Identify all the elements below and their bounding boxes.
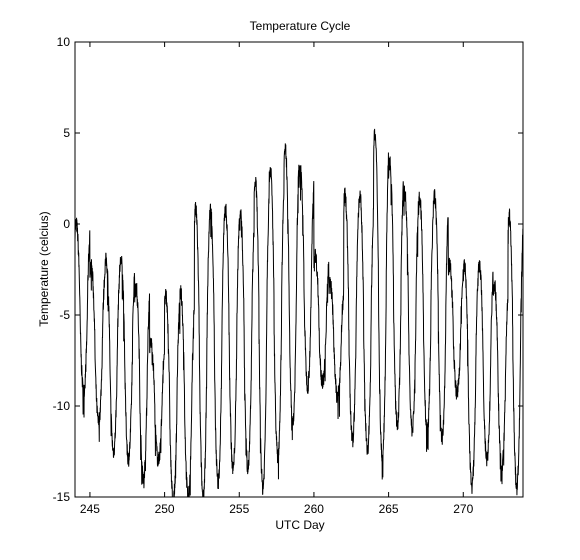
- series-line: [75, 128, 523, 497]
- x-tick-label: 245: [80, 502, 100, 516]
- y-tick-label: -5: [59, 308, 70, 322]
- chart-title: Temperature Cycle: [250, 19, 351, 33]
- y-axis-label: Temperature (celcius): [37, 211, 51, 326]
- x-tick-label: 265: [379, 502, 399, 516]
- y-tick-label: 0: [63, 217, 70, 231]
- y-tick-label: 10: [57, 35, 71, 49]
- x-tick-label: 250: [155, 502, 175, 516]
- x-axis-label: UTC Day: [275, 518, 324, 532]
- y-tick-label: -15: [53, 490, 71, 504]
- y-tick-label: -10: [53, 399, 71, 413]
- plot-area: 245 250 255 260 265 270 -15 -10 -5 0 5 10: [53, 35, 524, 516]
- plot-frame: [74, 41, 524, 498]
- y-tick-label: 5: [63, 126, 70, 140]
- x-tick-label: 270: [453, 502, 473, 516]
- x-tick-label: 255: [229, 502, 249, 516]
- x-tick-label: 260: [304, 502, 324, 516]
